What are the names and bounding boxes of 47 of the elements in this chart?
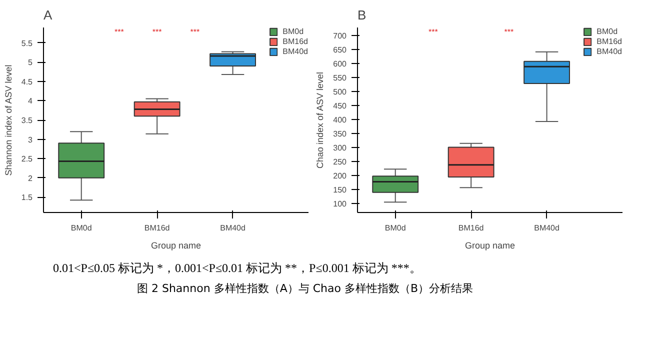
y-tick-label: 550 <box>333 73 348 82</box>
y-tick-label: 2 <box>28 174 34 183</box>
y-tick-label: 2.5 <box>21 154 34 164</box>
y-tick-label: 450 <box>333 101 348 110</box>
text: 0.01<P≤0.05 标记为 *，0.001<P≤0.01 标记为 **，P≤0.001 标记为 ***。 <box>53 260 422 277</box>
chart-title: A <box>44 8 52 22</box>
y-tick-label: 650 <box>333 45 348 54</box>
x-tick-label: BM40d <box>220 224 246 232</box>
legend-label: BM0d <box>282 27 304 36</box>
annotation: *** <box>428 28 438 36</box>
legend-label: BM40d <box>282 47 308 56</box>
chart-title: B <box>358 8 366 22</box>
y-tick-label: 700 <box>333 31 348 40</box>
x-tick-label: BM40d <box>534 224 560 232</box>
y-tick-label: 200 <box>333 171 348 180</box>
y-tick-label: 500 <box>333 87 348 96</box>
annotation: *** <box>190 28 200 36</box>
y-tick-label: 100 <box>333 199 348 208</box>
y-tick-label: 150 <box>333 185 348 194</box>
y-tick-label: 3 <box>28 135 34 144</box>
y-axis-title: Chao index of ASV level <box>315 72 326 169</box>
x-tick-label: BM0d <box>384 224 406 232</box>
legend-label: BM40d <box>596 47 622 56</box>
y-tick-label: 300 <box>333 143 348 152</box>
y-tick-label: 5.5 <box>21 38 34 48</box>
y-axis-title: Shannon index of ASV level <box>3 64 14 176</box>
y-tick-label: 400 <box>333 115 348 124</box>
y-tick-label: 5 <box>28 58 34 68</box>
x-tick-label: BM16d <box>144 224 170 232</box>
annotation: *** <box>152 28 162 36</box>
y-tick-label: 250 <box>333 157 348 166</box>
x-tick-label: BM16d <box>458 224 484 232</box>
y-tick-label: 600 <box>333 59 348 68</box>
annotation: *** <box>114 28 124 36</box>
legend-label: BM0d <box>596 27 618 36</box>
y-tick-label: 350 <box>333 129 348 138</box>
y-tick-label: 3.5 <box>21 116 34 125</box>
x-axis-title: Group name <box>150 240 202 250</box>
x-axis-title: Group name <box>464 240 516 250</box>
legend-label: BM16d <box>282 37 308 46</box>
annotation: *** <box>504 28 514 36</box>
x-tick-label: BM0d <box>70 224 92 232</box>
y-tick-label: 1.5 <box>21 193 34 202</box>
y-tick-label: 4 <box>28 96 34 106</box>
text: 图 2 Shannon 多样性指数（A）与 Chao 多样性指数（B）分析结果 <box>136 281 474 297</box>
y-tick-label: 4.5 <box>21 77 34 86</box>
legend-label: BM16d <box>596 37 622 46</box>
